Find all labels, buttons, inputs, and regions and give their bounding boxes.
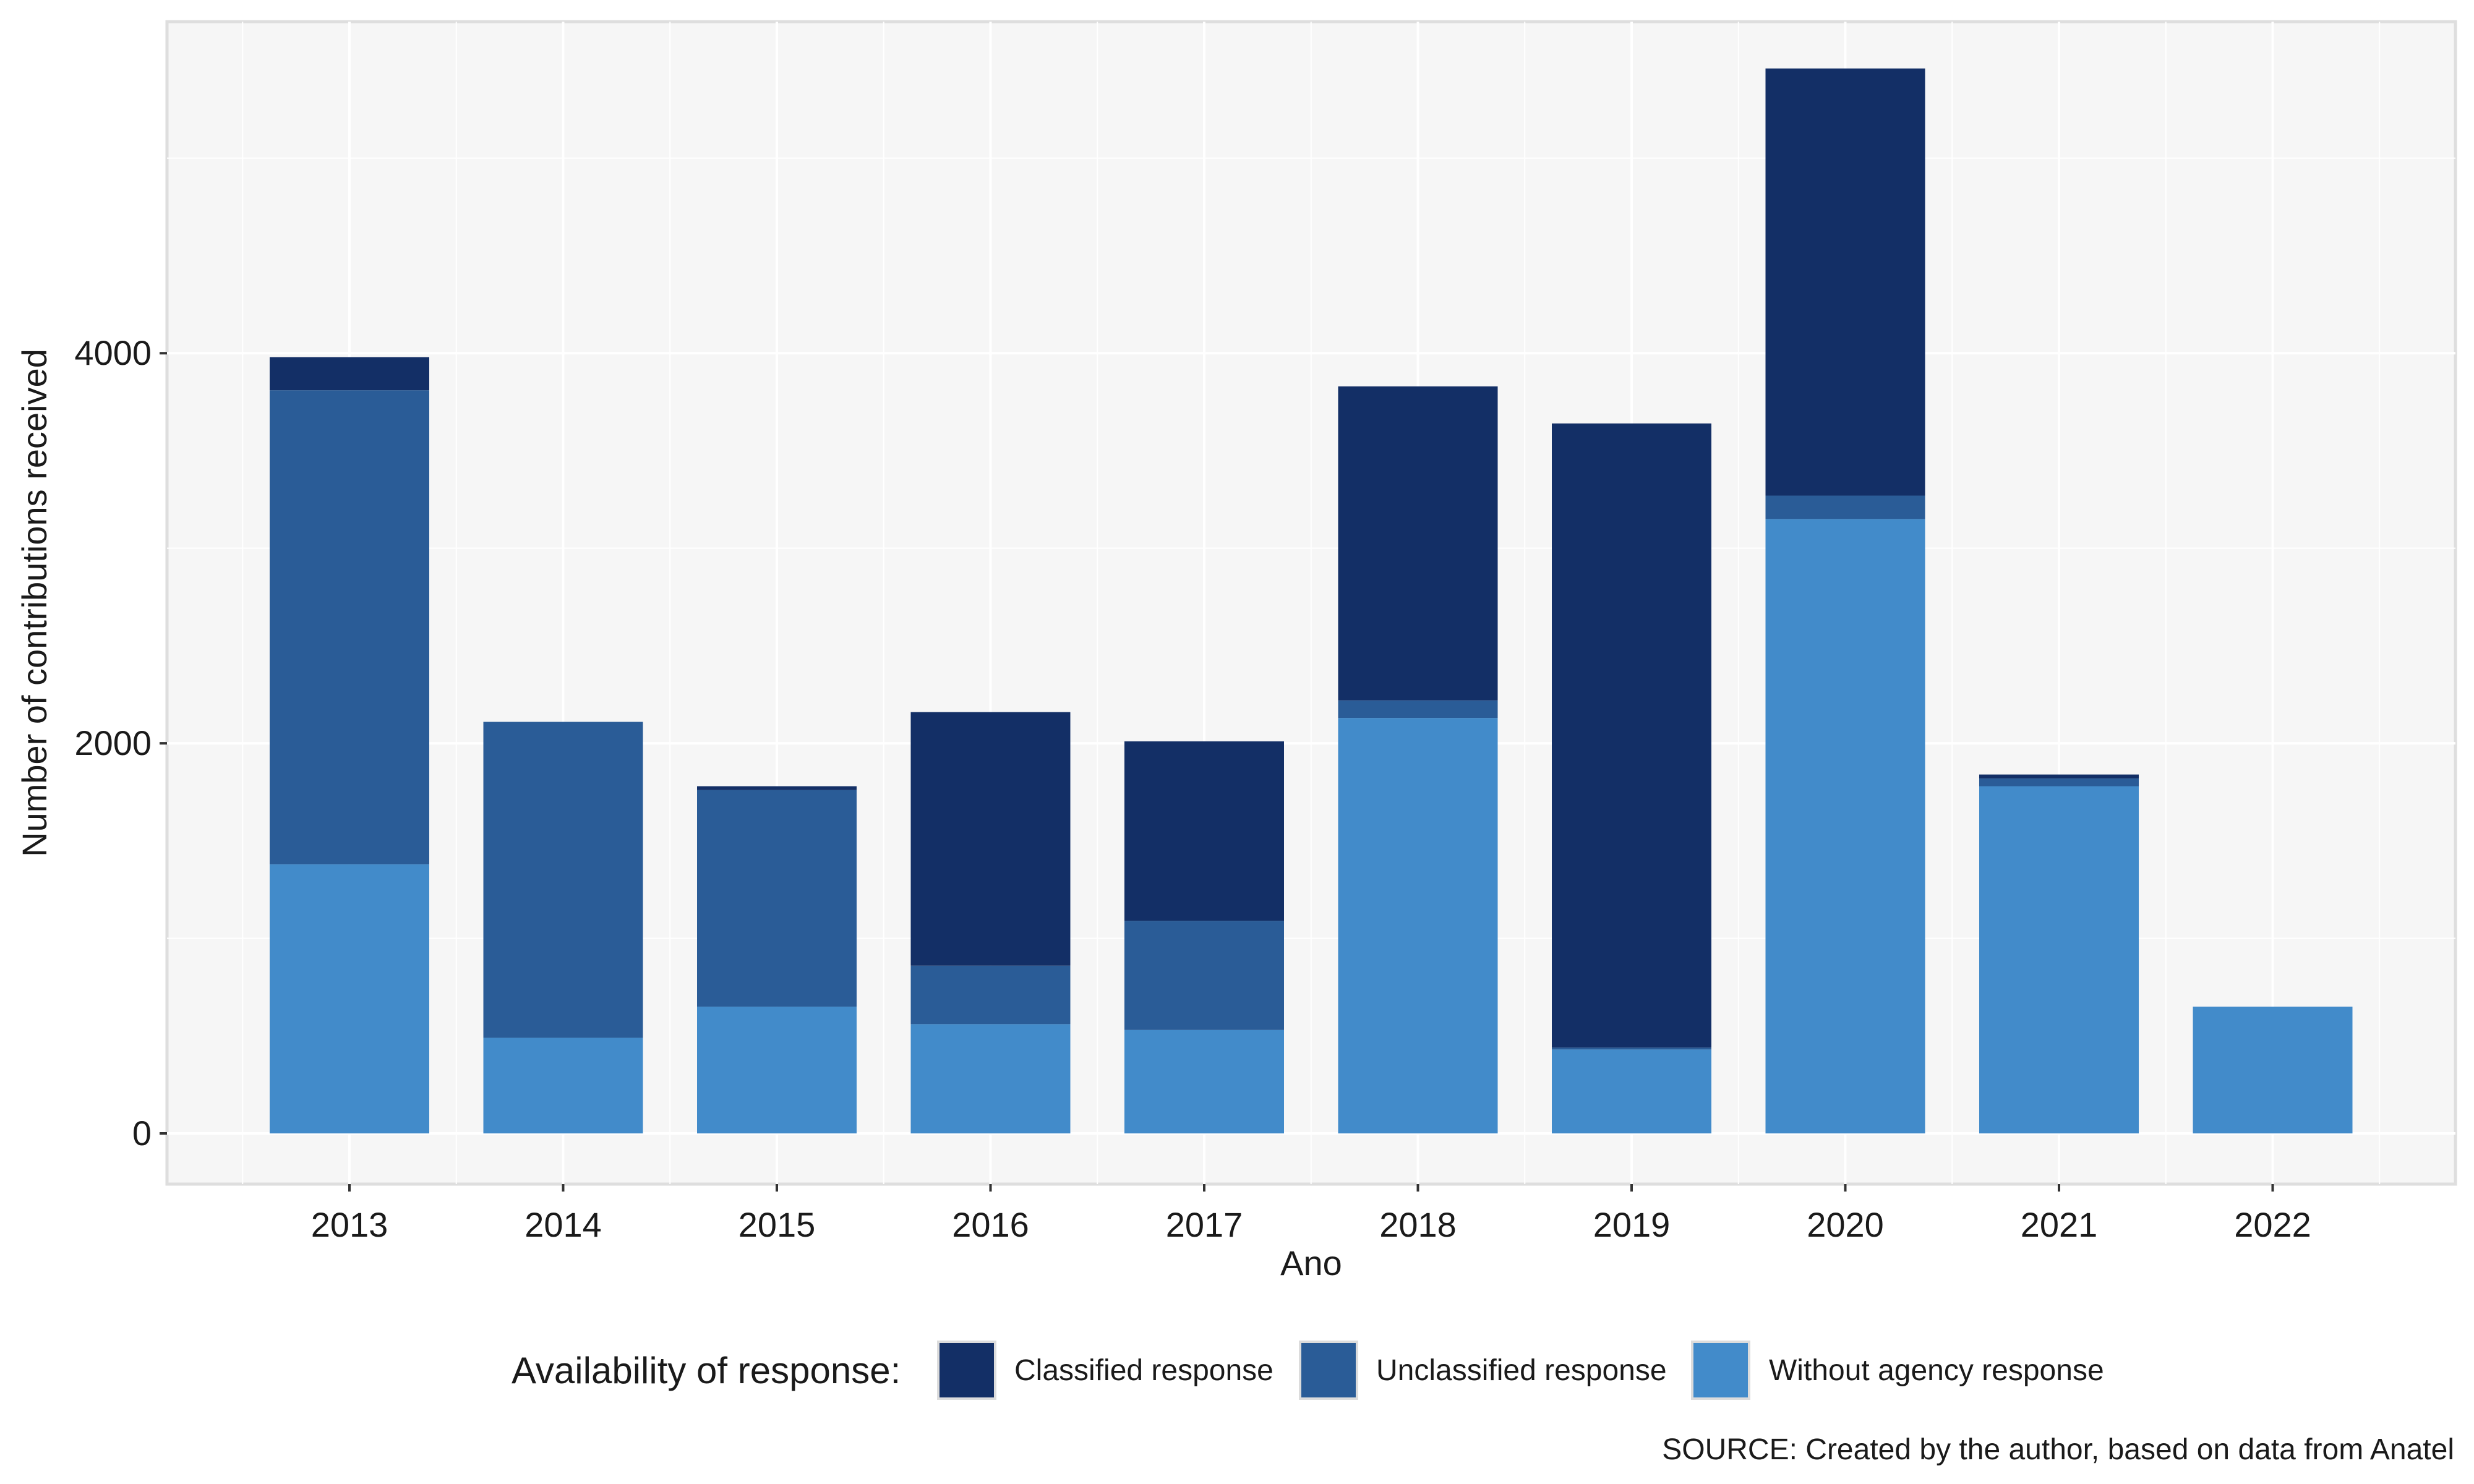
y-axis-title: Number of contributions received (15, 349, 54, 857)
bar-2022-without-agency-response (2193, 1006, 2353, 1133)
x-tick-label: 2017 (1166, 1205, 1243, 1244)
legend-swatch-classified (937, 1341, 996, 1400)
y-tick-label: 4000 (74, 333, 152, 372)
x-tick-label: 2020 (1807, 1205, 1884, 1244)
x-tick-label: 2016 (952, 1205, 1029, 1244)
bar-2016-classified-response (910, 712, 1071, 966)
bar-2020-without-agency-response (1765, 519, 1925, 1133)
x-tick-label: 2022 (2234, 1205, 2311, 1244)
bar-2017-unclassified-response (1124, 921, 1284, 1030)
bar-2015-without-agency-response (697, 1006, 857, 1133)
legend: Availability of response: Classified res… (511, 1341, 2104, 1400)
bar-2014-without-agency-response (483, 1038, 643, 1133)
bar-2019-without-agency-response (1552, 1049, 1711, 1133)
x-tick-label: 2014 (524, 1205, 602, 1244)
bar-2013-unclassified-response (270, 390, 429, 864)
x-axis-title: Ano (1280, 1243, 1342, 1282)
x-tick-label: 2019 (1593, 1205, 1671, 1244)
x-tick-label: 2021 (2021, 1205, 2098, 1244)
legend-title: Availability of response: (511, 1350, 901, 1391)
legend-swatch-without-agency (1691, 1341, 1750, 1400)
bar-2019-unclassified-response (1552, 1047, 1711, 1050)
source-caption: SOURCE: Created by the author, based on … (1662, 1433, 2454, 1466)
x-tick-label: 2015 (738, 1205, 816, 1244)
legend-swatch-unclassified (1299, 1341, 1358, 1400)
bar-2020-classified-response (1765, 68, 1925, 496)
bar-2013-classified-response (270, 357, 429, 391)
bar-2021-without-agency-response (1979, 786, 2139, 1133)
bar-2017-without-agency-response (1124, 1030, 1284, 1133)
x-tick-labels: 2013 2014 2015 2016 2017 2018 2019 2020 2021 2022 (311, 1184, 2311, 1244)
bar-2018-unclassified-response (1338, 700, 1498, 719)
bar-2017-classified-response (1124, 741, 1284, 921)
bar-2013-without-agency-response (270, 864, 429, 1133)
bar-2020-unclassified-response (1765, 495, 1925, 519)
bars (270, 68, 2353, 1133)
legend-label-unclassified: Unclassified response (1376, 1354, 1667, 1387)
bar-2014-unclassified-response (483, 722, 643, 1038)
bar-2018-classified-response (1338, 386, 1498, 701)
bar-2015-unclassified-response (697, 790, 857, 1007)
bar-2021-classified-response (1979, 774, 2139, 778)
bar-2019-classified-response (1552, 423, 1711, 1048)
legend-label-classified: Classified response (1014, 1354, 1273, 1387)
x-tick-label: 2018 (1379, 1205, 1457, 1244)
x-tick-label: 2013 (311, 1205, 388, 1244)
bar-2015-classified-response (697, 786, 857, 790)
y-tick-label: 0 (132, 1114, 152, 1153)
y-tick-labels: 0 2000 4000 (74, 333, 167, 1153)
legend-label-without-agency: Without agency response (1769, 1354, 2104, 1387)
bar-2016-without-agency-response (910, 1024, 1071, 1133)
y-tick-label: 2000 (74, 723, 152, 762)
bar-2016-unclassified-response (910, 965, 1071, 1025)
bar-2021-unclassified-response (1979, 778, 2139, 787)
bar-2018-without-agency-response (1338, 718, 1498, 1133)
